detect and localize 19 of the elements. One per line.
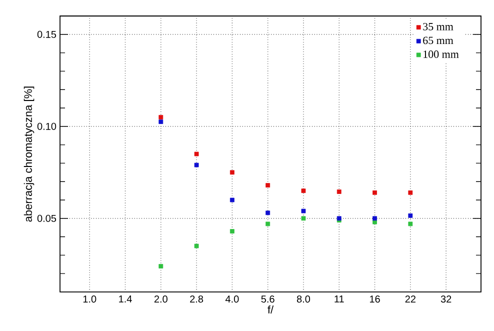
x-axis-title: f/ (268, 305, 274, 314)
x-tick-label: 1.4 (119, 296, 132, 302)
y-tick-label: 0.10 (37, 122, 56, 130)
x-tick-label: 4.0 (225, 296, 239, 303)
y-tick-label: 0.15 (37, 30, 56, 38)
legend-label: 35 mm (423, 22, 454, 30)
x-tick-label: 8.0 (296, 296, 310, 303)
x-tick-label: 1.0 (83, 296, 96, 303)
x-tick-label: 22 (405, 296, 416, 302)
x-tick-label: 2.8 (190, 296, 204, 303)
x-tick-label: 5.6 (261, 296, 274, 303)
legend-label: 100 mm (424, 50, 459, 58)
y-axis-title: aberracja chromatyczna [%] (24, 86, 34, 222)
x-tick-label: 16 (370, 296, 380, 303)
y-tick-label: 0.05 (37, 214, 56, 222)
legend-label: 65 mm (423, 36, 454, 44)
x-tick-label: 32 (440, 296, 452, 303)
x-tick-label: 11 (334, 296, 344, 302)
x-tick-label: 2.0 (154, 296, 168, 303)
